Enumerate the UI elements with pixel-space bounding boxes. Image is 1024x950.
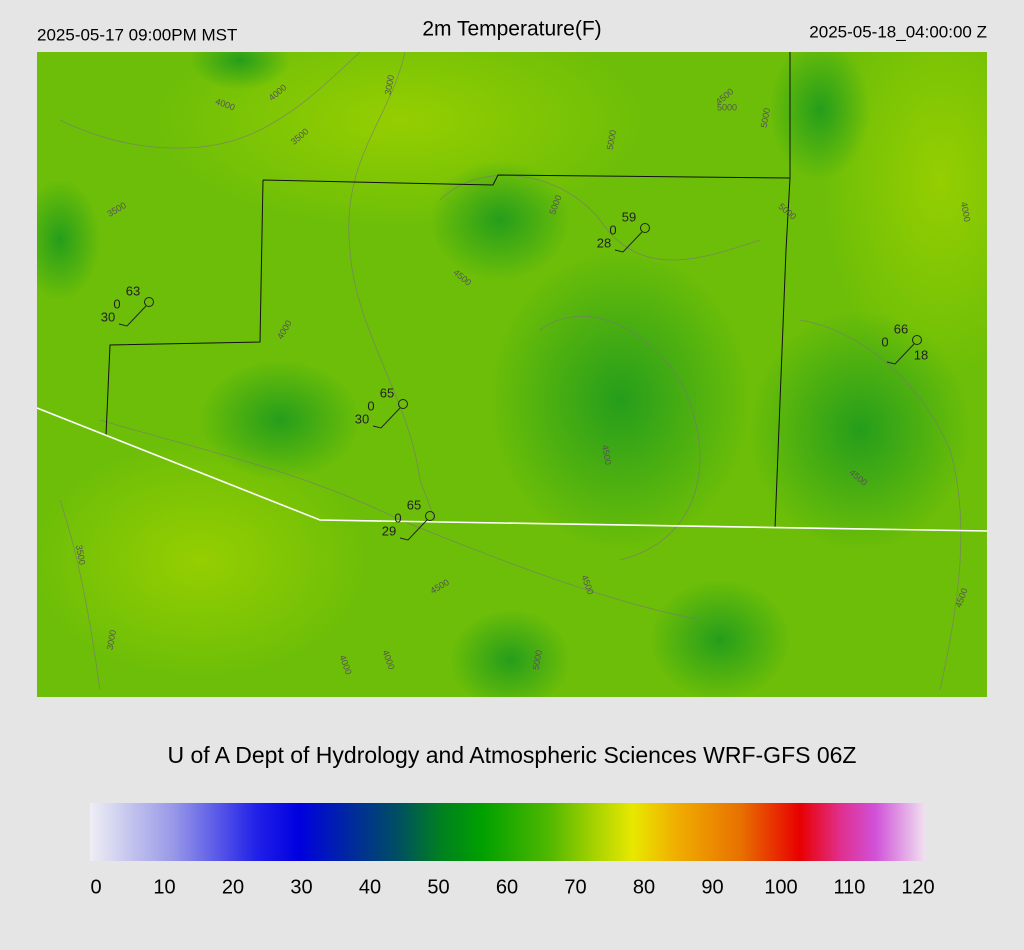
map-title: 2m Temperature(F) bbox=[422, 18, 601, 41]
colorbar-tick-label: 20 bbox=[222, 876, 244, 898]
contour-label: 5000 bbox=[717, 102, 737, 112]
station-temp: 65 bbox=[407, 497, 421, 512]
colorbar-tick-label: 60 bbox=[496, 876, 518, 898]
station-temp: 66 bbox=[894, 321, 908, 336]
wind-barb bbox=[614, 231, 643, 253]
valid-time-local: 2025-05-17 09:00PM MST bbox=[37, 25, 237, 44]
station-dew: 18 bbox=[914, 347, 928, 362]
station-mid: 0 bbox=[609, 222, 616, 237]
station-temp: 59 bbox=[622, 209, 636, 224]
wind-barb bbox=[886, 343, 915, 365]
station-circle bbox=[144, 297, 154, 307]
contour-label: 5000 bbox=[605, 129, 618, 150]
valid-time-utc: 2025-05-18_04:00:00 Z bbox=[809, 22, 987, 41]
contour-label: 3000 bbox=[105, 629, 118, 650]
station-dew: 28 bbox=[597, 235, 611, 250]
station-circle bbox=[398, 399, 408, 409]
colorbar-tick-label: 70 bbox=[564, 876, 586, 898]
contour-label: 5000 bbox=[531, 649, 544, 670]
station-mid: 0 bbox=[113, 296, 120, 311]
station-circle bbox=[912, 335, 922, 345]
colorbar-tick-label: 100 bbox=[764, 876, 797, 898]
colorbar-tick-label: 0 bbox=[90, 876, 101, 898]
contour-label: 5000 bbox=[759, 107, 772, 128]
station-temp: 63 bbox=[126, 283, 140, 298]
contour-label: 4500 bbox=[600, 444, 613, 465]
colorbar-tick-label: 50 bbox=[427, 876, 449, 898]
colorbar-tick-label: 90 bbox=[701, 876, 723, 898]
colorbar-tick-label: 120 bbox=[901, 876, 934, 898]
colorbar bbox=[90, 803, 925, 861]
colorbar-tick-label: 110 bbox=[834, 876, 866, 898]
contour-label: 4000 bbox=[959, 201, 972, 222]
station-dew: 29 bbox=[382, 523, 396, 538]
colorbar-tick-label: 80 bbox=[633, 876, 655, 898]
station-dew: 30 bbox=[101, 309, 115, 324]
station-mid: 0 bbox=[394, 510, 401, 525]
contour-label: 3000 bbox=[383, 74, 396, 95]
station-circle bbox=[640, 223, 650, 233]
station-circle bbox=[425, 511, 435, 521]
contour-label: 3500 bbox=[74, 544, 87, 565]
station-mid: 0 bbox=[367, 398, 374, 413]
wind-barb bbox=[372, 407, 401, 429]
colorbar-tick-label: 10 bbox=[153, 876, 175, 898]
station-dew: 30 bbox=[355, 411, 369, 426]
station-mid: 0 bbox=[881, 334, 888, 349]
credit: U of A Dept of Hydrology and Atmospheric… bbox=[167, 742, 856, 768]
colorbar-tick-label: 30 bbox=[290, 876, 312, 898]
wind-barb bbox=[118, 305, 147, 327]
wind-barb bbox=[399, 519, 428, 541]
station-temp: 65 bbox=[380, 385, 394, 400]
colorbar-tick-label: 40 bbox=[359, 876, 381, 898]
